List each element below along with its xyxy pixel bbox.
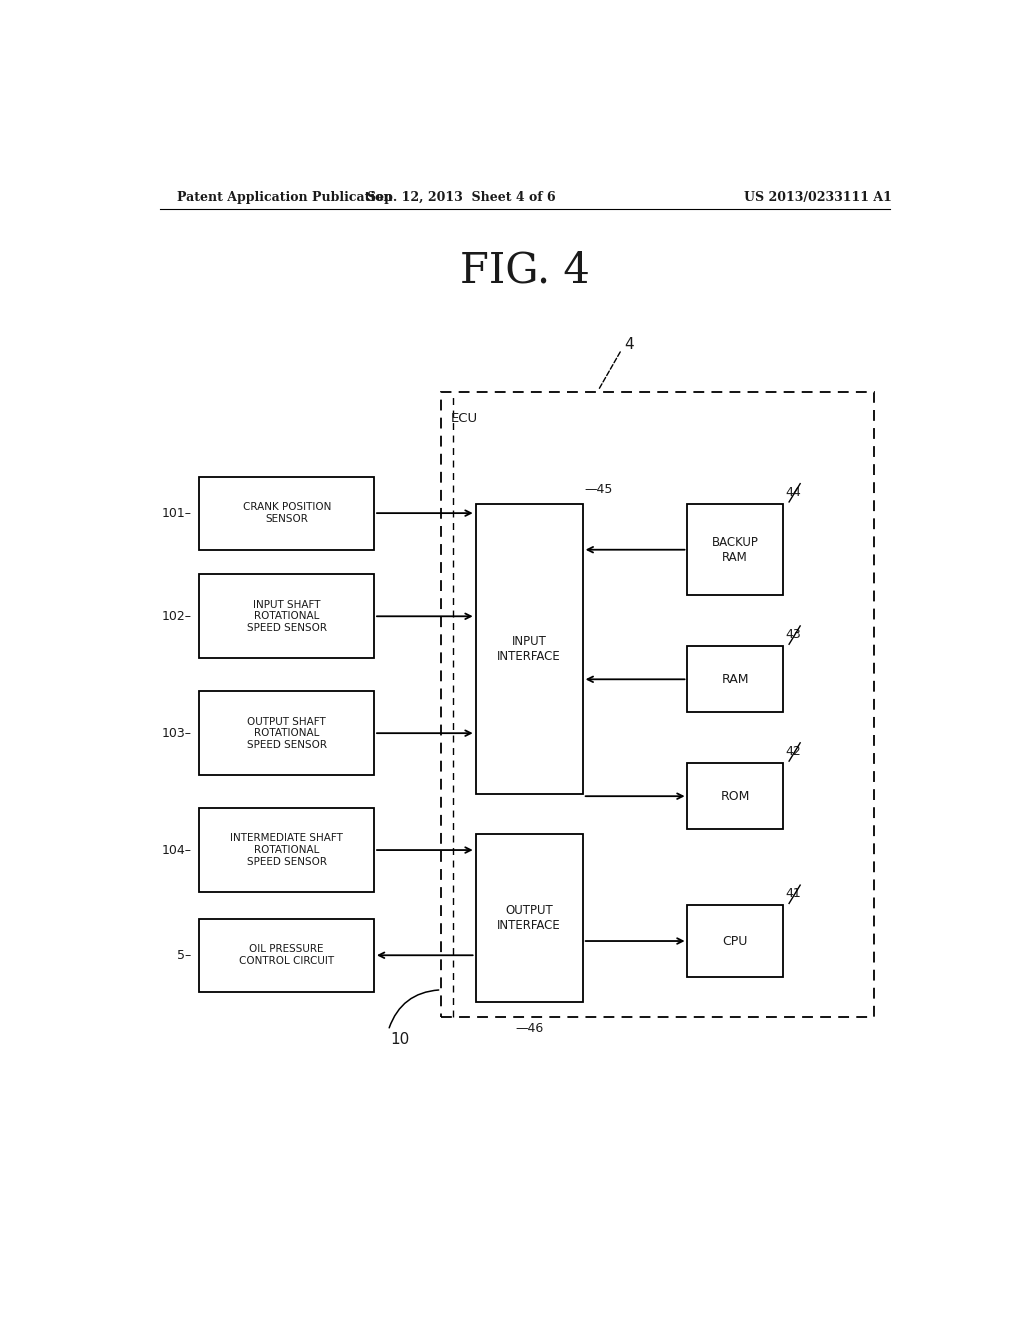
Text: 42: 42: [785, 744, 801, 758]
Text: INTERMEDIATE SHAFT
ROTATIONAL
SPEED SENSOR: INTERMEDIATE SHAFT ROTATIONAL SPEED SENS…: [230, 833, 343, 867]
Text: 5–: 5–: [177, 949, 191, 962]
Bar: [687, 504, 782, 595]
Bar: [687, 906, 782, 977]
Text: —46: —46: [515, 1022, 544, 1035]
Text: 101–: 101–: [162, 507, 191, 520]
Bar: [687, 647, 782, 713]
Text: US 2013/0233111 A1: US 2013/0233111 A1: [744, 190, 892, 203]
Text: 44: 44: [785, 486, 801, 499]
Bar: [200, 574, 374, 659]
Bar: [475, 834, 583, 1002]
Bar: [200, 477, 374, 549]
Text: ECU: ECU: [451, 412, 478, 425]
Bar: [687, 763, 782, 829]
FancyArrowPatch shape: [389, 990, 438, 1028]
Text: 41: 41: [785, 887, 801, 900]
Text: CRANK POSITION
SENSOR: CRANK POSITION SENSOR: [243, 503, 331, 524]
Text: INPUT
INTERFACE: INPUT INTERFACE: [498, 635, 561, 663]
Text: OUTPUT SHAFT
ROTATIONAL
SPEED SENSOR: OUTPUT SHAFT ROTATIONAL SPEED SENSOR: [247, 717, 327, 750]
Text: 43: 43: [785, 628, 801, 642]
Text: RAM: RAM: [721, 673, 749, 686]
Text: OIL PRESSURE
CONTROL CIRCUIT: OIL PRESSURE CONTROL CIRCUIT: [240, 944, 334, 966]
Text: ROM: ROM: [721, 789, 750, 803]
Text: 4: 4: [624, 337, 634, 351]
Bar: [200, 690, 374, 775]
Text: 103–: 103–: [162, 727, 191, 739]
Text: FIG. 4: FIG. 4: [460, 249, 590, 292]
Text: BACKUP
RAM: BACKUP RAM: [712, 536, 759, 564]
Text: CPU: CPU: [722, 935, 748, 948]
Text: —45: —45: [585, 483, 612, 496]
Text: Sep. 12, 2013  Sheet 4 of 6: Sep. 12, 2013 Sheet 4 of 6: [367, 190, 556, 203]
Bar: [475, 504, 583, 793]
Bar: [200, 919, 374, 991]
Text: OUTPUT
INTERFACE: OUTPUT INTERFACE: [498, 904, 561, 932]
Text: 10: 10: [390, 1032, 410, 1047]
Text: 102–: 102–: [162, 610, 191, 623]
Bar: [441, 392, 874, 1018]
Bar: [200, 808, 374, 892]
Text: INPUT SHAFT
ROTATIONAL
SPEED SENSOR: INPUT SHAFT ROTATIONAL SPEED SENSOR: [247, 599, 327, 632]
Text: 104–: 104–: [162, 843, 191, 857]
Text: Patent Application Publication: Patent Application Publication: [177, 190, 392, 203]
